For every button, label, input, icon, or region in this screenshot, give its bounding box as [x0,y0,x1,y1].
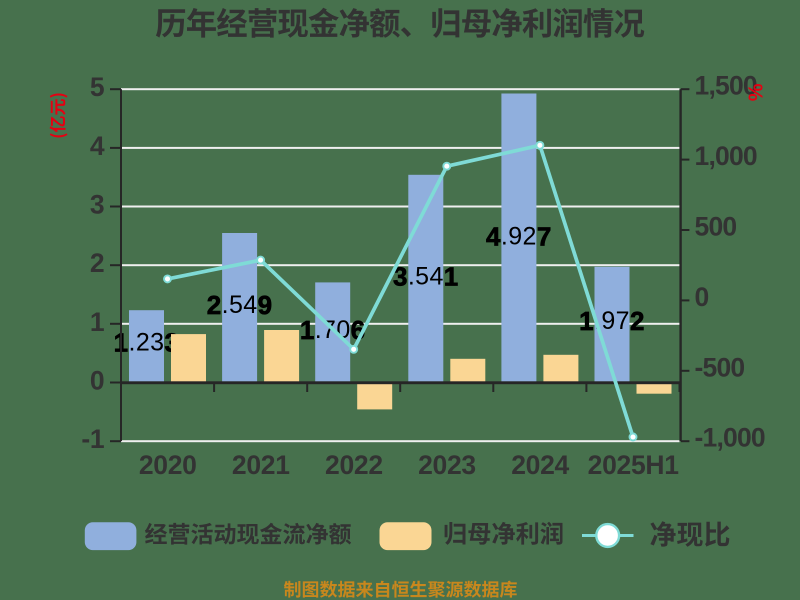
svg-text:4: 4 [90,131,105,161]
svg-text:2023: 2023 [418,450,476,480]
svg-text:1,500: 1,500 [695,71,757,101]
svg-text:1.972: 1.972 [579,306,645,336]
svg-text:1,000: 1,000 [695,141,757,171]
svg-text:5: 5 [90,72,104,102]
svg-text:1: 1 [90,307,104,337]
svg-text:2022: 2022 [325,450,383,480]
svg-text:2020: 2020 [139,450,197,480]
svg-text:4.927: 4.927 [486,222,552,252]
svg-text:-1: -1 [81,424,104,454]
svg-text:2024: 2024 [511,450,569,480]
svg-text:0: 0 [90,366,104,396]
svg-text:%: % [746,83,768,101]
svg-text:-500: -500 [695,352,745,382]
svg-text:2025H1: 2025H1 [588,450,679,480]
svg-text:500: 500 [695,212,737,242]
svg-text:2: 2 [90,248,104,278]
svg-text:0: 0 [695,282,709,312]
svg-text:2021: 2021 [232,450,290,480]
svg-text:1.233: 1.233 [114,328,180,358]
svg-text:2.549: 2.549 [207,290,273,320]
svg-text:3: 3 [90,190,104,220]
svg-text:-1,000: -1,000 [695,423,765,453]
svg-text:3.541: 3.541 [393,262,459,292]
